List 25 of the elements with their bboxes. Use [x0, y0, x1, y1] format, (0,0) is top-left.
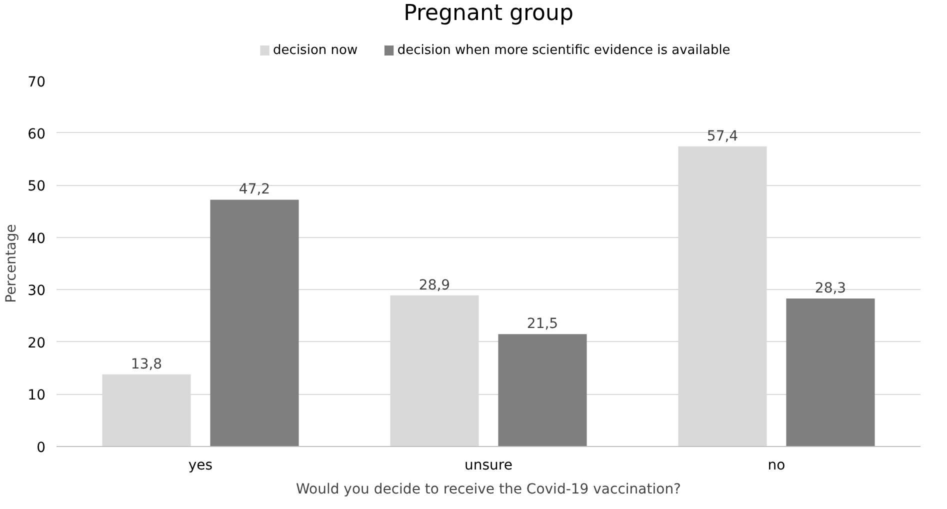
y-tick-label: 0	[36, 440, 46, 456]
x-tick-label: unsure	[464, 458, 512, 474]
y-tick-label: 40	[28, 230, 46, 247]
data-label: 57,4	[706, 128, 738, 144]
chart-title: Pregnant group	[404, 1, 574, 26]
legend-label: decision when more scientific evidence is available	[397, 43, 730, 58]
bar	[498, 334, 587, 446]
legend-label: decision now	[273, 43, 358, 58]
bar	[210, 200, 299, 446]
y-axis-title: Percentage	[4, 224, 20, 303]
data-label: 13,8	[130, 356, 162, 372]
x-tick-label: no	[768, 458, 786, 474]
y-tick-label: 70	[28, 74, 46, 90]
y-tick-label: 10	[28, 388, 46, 404]
data-label: 21,5	[526, 316, 558, 332]
data-label: 28,9	[418, 277, 450, 294]
bar	[786, 298, 875, 446]
y-tick-label: 20	[28, 335, 46, 352]
y-tick-label: 60	[28, 126, 46, 142]
data-label: 28,3	[814, 280, 846, 297]
x-tick-label: yes	[188, 458, 213, 474]
x-axis-title: Would you decide to receive the Covid-19 vaccination?	[296, 482, 682, 498]
data-label: 47,2	[238, 182, 270, 198]
y-tick-label: 30	[28, 283, 46, 300]
y-tick-label: 50	[28, 178, 46, 195]
